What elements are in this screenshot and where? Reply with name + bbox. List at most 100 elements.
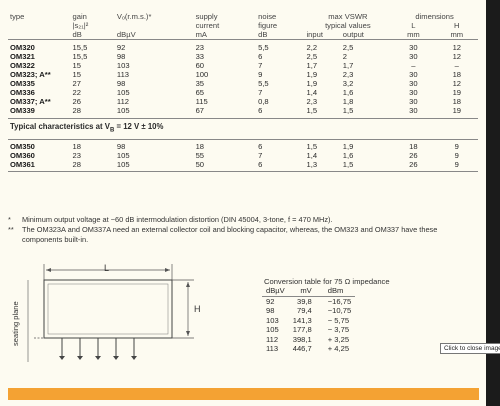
header-supply-2: current <box>195 21 220 30</box>
spec-cell-noise: 7 <box>258 61 263 70</box>
spec-cell-noise: 0,8 <box>258 97 269 106</box>
spec-cell-h: 19 <box>452 106 462 115</box>
spec-cell-noise: 5,5 <box>258 79 269 88</box>
typical-rest: = 12 V ± 10% <box>114 122 164 131</box>
spec-cell-gain: 15,5 <box>72 52 88 61</box>
spec-cell-noise: 6 <box>258 106 263 115</box>
conversion-header-row: dBµV mV dBm <box>262 286 356 297</box>
spec-cell-vin: 1,9 <box>306 79 318 88</box>
header-vswr-output: output <box>340 30 392 40</box>
conversion-rows: 92 39,8 −16,75 98 79,4 −10,75 103 141,3− 5,75 10… <box>262 296 355 354</box>
conversion-cell: 105 <box>266 325 279 334</box>
typical-cell-vin: 1,5 <box>306 141 318 151</box>
header-noise-unit: dB <box>256 30 305 40</box>
conversion-cell: + 4,25 <box>327 344 350 353</box>
header-gain: gain <box>72 12 87 21</box>
conversion-cell: 113 <box>266 344 279 353</box>
spec-row: OM339 28 105 67 6 1,5 1,5 30 19 <box>8 106 478 115</box>
dim-label-h: H <box>194 304 201 314</box>
typical-cell-l: 26 <box>409 150 418 160</box>
conversion-cell: 141,3 <box>292 315 312 325</box>
spec-cell-noise: 5,5 <box>258 43 269 52</box>
spec-cell-vo: 105 <box>116 88 130 97</box>
spec-cell-supply: 35 <box>195 79 205 88</box>
spec-cell-vin: 2,2 <box>306 43 318 52</box>
spec-cell-vin: 1,9 <box>306 70 318 79</box>
spec-cell-type: OM322 <box>10 61 35 70</box>
conversion-cell: 79,4 <box>296 306 312 315</box>
typical-cell-vout: 1,9 <box>342 141 354 151</box>
spec-cell-vin: 1,5 <box>306 106 318 115</box>
typical-cell-supply: 55 <box>195 150 205 160</box>
header-vo-unit: dBµV <box>114 30 194 40</box>
spec-cell-noise: 6 <box>258 52 263 61</box>
typical-row: OM361 28 105 50 6 1,3 1,5 26 9 <box>8 160 478 169</box>
spec-cell-gain: 22 <box>72 88 81 97</box>
spec-cell-l: – <box>411 61 416 70</box>
header-dim-h: H <box>454 21 460 30</box>
spec-rows: OM320 15,5 92 23 5,5 2,2 2,5 30 12 OM321 15,5 98 33 6… <box>8 43 478 115</box>
conversion-table: dBµV mV dBm 92 39,8 −16,75 98 79,4 −10,75 103 1… <box>262 286 356 354</box>
footnote-1: * Minimum output voltage at −60 dB inter… <box>8 215 473 225</box>
close-image-tooltip[interactable]: Click to close image, <box>440 343 500 354</box>
typical-row: OM350 18 98 18 6 1,5 1,9 18 9 <box>8 142 478 151</box>
spec-cell-vout: 1,5 <box>342 106 354 115</box>
spec-cell-gain: 15 <box>72 70 81 79</box>
spec-cell-l: 30 <box>409 43 418 52</box>
conversion-cell: 92 <box>266 296 275 306</box>
typical-cell-noise: 6 <box>258 141 263 151</box>
spec-header-row-2: |s₂₁|² current figure typical values L H <box>8 21 478 30</box>
typical-label: Typical characteristics at V <box>10 122 110 131</box>
header-dimensions: dimensions <box>415 12 454 21</box>
spec-cell-vout: 2,5 <box>342 43 354 52</box>
spec-cell-vout: 3,2 <box>342 79 354 88</box>
spec-cell-l: 30 <box>409 52 418 61</box>
spec-cell-noise: 7 <box>258 88 263 97</box>
conversion-cell: 177,8 <box>292 325 312 334</box>
header-noise-2: figure <box>258 21 278 30</box>
typical-cell-supply: 50 <box>195 159 205 169</box>
spec-cell-gain: 15 <box>72 61 81 70</box>
typical-cell-vin: 1,3 <box>306 159 318 169</box>
spec-cell-h: 18 <box>452 97 462 106</box>
conversion-cell: 112 <box>266 334 279 344</box>
header-gain-unit: dB <box>70 30 115 40</box>
spec-cell-supply: 65 <box>195 88 205 97</box>
spec-cell-h: 19 <box>452 88 462 97</box>
spec-cell-gain: 15,5 <box>72 43 88 52</box>
conversion-table-title: Conversion table for 75 Ω impedance <box>264 277 390 286</box>
spec-cell-supply: 115 <box>195 97 208 106</box>
package-outline-diagram: L seating plane H <box>11 263 201 362</box>
conversion-cell: −16,75 <box>327 296 352 306</box>
spec-cell-h: – <box>454 61 459 70</box>
spec-cell-type: OM321 <box>10 52 35 61</box>
spec-row: OM322 15 103 60 7 1,7 1,7 – – <box>8 61 478 70</box>
typical-cell-gain: 18 <box>72 141 81 151</box>
window-edge <box>486 0 500 406</box>
typical-cell-type: OM360 <box>10 150 35 160</box>
spec-cell-supply: 100 <box>195 70 209 79</box>
seating-plane-label: seating plane <box>11 301 20 346</box>
spec-cell-type: OM323; A** <box>10 70 51 79</box>
spec-cell-l: 30 <box>409 79 418 88</box>
spec-cell-type: OM335 <box>10 79 35 88</box>
spec-cell-type: OM320 <box>10 43 35 52</box>
spec-cell-vin: 1,4 <box>306 88 318 97</box>
footnote-text: The OM323A and OM337A need an external c… <box>22 225 438 244</box>
spec-cell-vo: 103 <box>116 61 130 70</box>
footnote-text: Minimum output voltage at −60 dB intermo… <box>22 215 333 224</box>
typical-row: OM360 23 105 55 7 1,4 1,6 26 9 <box>8 151 478 160</box>
spec-cell-vo: 98 <box>116 79 126 88</box>
spec-cell-vout: 1,8 <box>342 97 354 106</box>
spec-cell-vout: 2,3 <box>342 70 354 79</box>
conversion-cell: 98 <box>266 306 275 315</box>
spec-cell-vo: 98 <box>116 52 126 61</box>
typical-cell-l: 26 <box>409 159 418 169</box>
typical-cell-noise: 6 <box>258 159 263 169</box>
footnotes: * Minimum output voltage at −60 dB inter… <box>8 215 473 245</box>
conversion-row: 113 446,7 + 4,25 <box>262 344 355 354</box>
spec-cell-type: OM336 <box>10 88 35 97</box>
typical-cell-noise: 7 <box>258 150 263 160</box>
typical-sub: B <box>109 127 115 134</box>
spec-header-row-1: type gain Vₒ(r.m.s.)* supply noise max V… <box>8 12 478 21</box>
